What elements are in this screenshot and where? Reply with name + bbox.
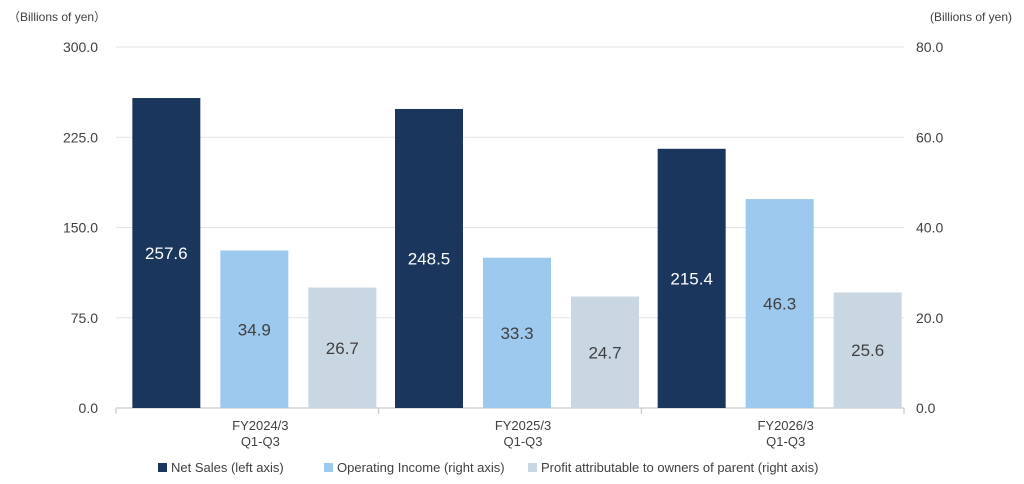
right-tick-label: 20.0	[916, 310, 943, 326]
bar	[395, 108, 463, 408]
category-label: Q1-Q3	[241, 434, 280, 449]
category-label: Q1-Q3	[766, 434, 805, 449]
left-tick-label: 150.0	[63, 220, 98, 236]
category-label: FY2026/3	[757, 418, 813, 433]
data-label: 257.6	[145, 244, 188, 263]
bar	[657, 148, 726, 408]
bar	[308, 287, 377, 408]
legend-swatch	[528, 463, 537, 472]
data-label: 248.5	[408, 249, 451, 268]
bar	[132, 98, 201, 408]
right-tick-label: 60.0	[916, 129, 943, 145]
category-label: FY2024/3	[232, 418, 288, 433]
data-labels: 257.6 34.9 26.7 248.5 33.3 24.7 215.4 46.3 25.6	[145, 244, 884, 362]
bar	[483, 257, 551, 408]
bar	[745, 199, 814, 408]
left-axis-unit: （Billions of yen）	[8, 10, 106, 24]
right-axis-unit: (Billions of yen)	[930, 10, 1012, 24]
legend-swatch	[158, 463, 167, 472]
data-label: 25.6	[851, 341, 884, 360]
data-label: 26.7	[326, 339, 359, 358]
legend-swatch	[324, 463, 333, 472]
left-tick-label: 225.0	[63, 129, 98, 145]
data-label: 215.4	[670, 269, 713, 288]
legend-label: Net Sales (left axis)	[171, 460, 284, 475]
bar	[833, 292, 902, 408]
data-label: 34.9	[238, 320, 271, 339]
category-label: Q1-Q3	[503, 434, 542, 449]
bar	[571, 296, 639, 408]
axes: （Billions of yen） (Billions of yen) 0.0 0…	[8, 10, 1012, 449]
left-tick-label: 75.0	[71, 310, 98, 326]
data-label: 24.7	[588, 343, 621, 362]
left-tick-label: 0.0	[79, 400, 99, 416]
bar	[220, 250, 289, 408]
legend: Net Sales (left axis) Operating Income (r…	[158, 460, 818, 475]
legend-label: Operating Income (right axis)	[337, 460, 505, 475]
data-label: 46.3	[763, 295, 796, 314]
left-tick-label: 300.0	[63, 39, 98, 55]
right-tick-label: 0.0	[916, 400, 936, 416]
legend-label: Profit attributable to owners of parent …	[541, 460, 818, 475]
data-label: 33.3	[500, 324, 533, 343]
bars	[132, 98, 902, 408]
category-label: FY2025/3	[495, 418, 551, 433]
right-tick-label: 80.0	[916, 39, 943, 55]
right-tick-label: 40.0	[916, 220, 943, 236]
